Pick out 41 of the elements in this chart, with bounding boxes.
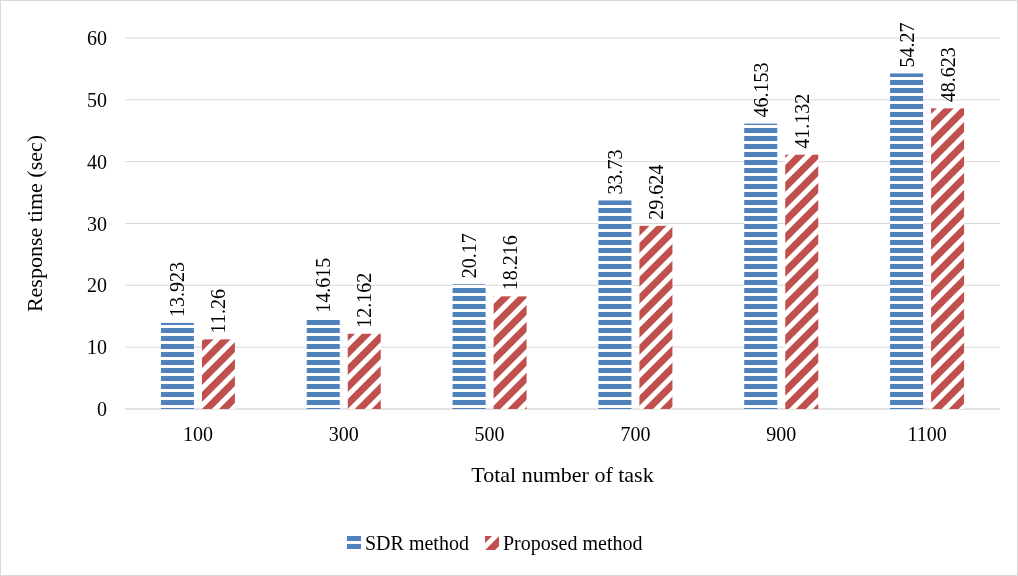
y-tick-label: 10 [87,336,107,359]
y-tick-label: 40 [87,150,107,173]
bar [452,284,486,409]
y-tick-label: 20 [87,274,107,297]
data-label: 18.216 [499,235,522,291]
bar [347,333,381,409]
data-label: 48.623 [936,47,959,103]
data-label: 33.73 [603,149,626,195]
x-tick-label: 700 [620,423,651,445]
bar [201,339,235,409]
bar [785,154,819,409]
bar [890,73,924,409]
data-label: 12.162 [353,272,376,328]
bar [160,322,194,409]
data-label: 20.17 [458,233,481,279]
y-tick-label: 30 [87,212,107,235]
bar [744,123,778,409]
data-label: 14.615 [312,257,335,313]
bar [639,225,673,409]
data-label: 29.624 [644,164,667,220]
x-tick-label: 900 [766,423,797,445]
legend-label: SDR method [365,532,469,554]
x-tick-label: 500 [474,423,505,445]
data-label: 11.26 [207,289,230,334]
data-label: 46.153 [749,62,772,118]
bar [493,296,527,409]
x-axis-title: Total number of task [471,462,654,487]
bar [306,318,340,409]
data-label: 41.132 [790,93,813,149]
data-label: 13.923 [166,261,189,317]
y-tick-label: 60 [87,27,107,49]
data-label: 54.27 [895,22,918,68]
x-tick-label: 1100 [907,423,947,445]
x-tick-label: 300 [328,423,359,445]
bar [598,200,632,409]
x-tick-label: 100 [182,423,213,445]
y-tick-label: 0 [97,398,107,420]
bar [931,108,965,409]
legend-label: Proposed method [503,532,643,555]
y-axis-title: Response time (sec) [22,134,47,313]
y-tick-label: 50 [87,88,107,111]
